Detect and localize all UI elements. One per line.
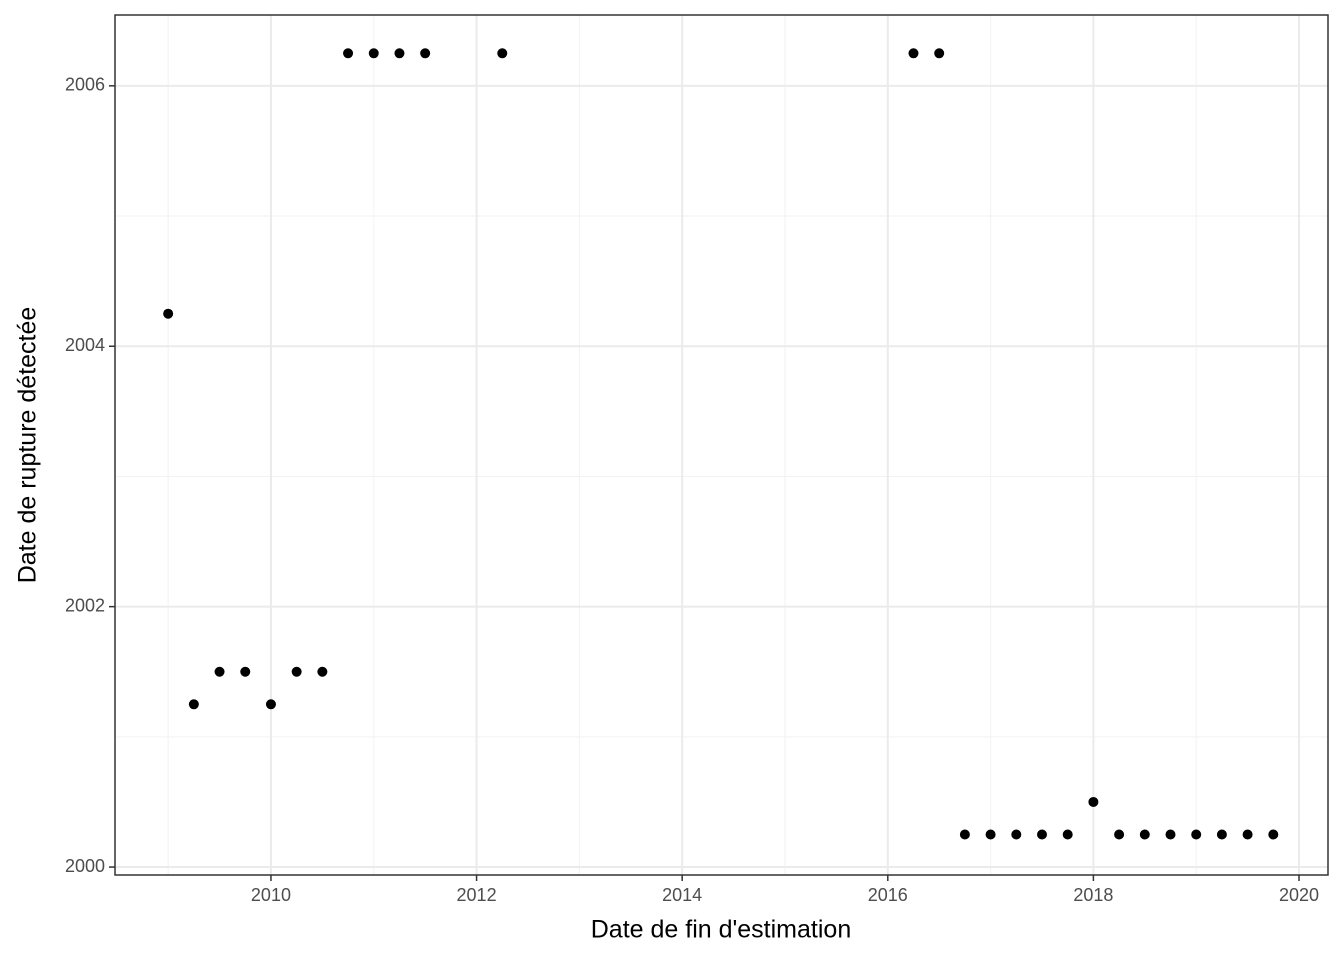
y-tick-label: 2006 (65, 75, 105, 95)
point (1036, 829, 1047, 840)
y-tick-label: 2004 (65, 335, 105, 355)
point (394, 48, 405, 59)
x-tick-label: 2020 (1279, 885, 1319, 905)
point (497, 48, 508, 59)
point (420, 48, 431, 59)
x-tick-label: 2010 (251, 885, 291, 905)
point (1088, 796, 1099, 807)
x-tick-label: 2018 (1073, 885, 1113, 905)
panel-border (114, 14, 1329, 876)
y-tick-label: 2000 (65, 856, 105, 876)
point (265, 699, 276, 710)
point (908, 48, 919, 59)
point (1268, 829, 1279, 840)
point (240, 666, 251, 677)
point (1139, 829, 1150, 840)
x-tick-label: 2014 (662, 885, 702, 905)
x-tick-label: 2016 (868, 885, 908, 905)
point (959, 829, 970, 840)
point (368, 48, 379, 59)
point (1216, 829, 1227, 840)
point (934, 48, 945, 59)
point (985, 829, 996, 840)
point (1011, 829, 1022, 840)
y-axis-title: Date de rupture détectée (14, 307, 42, 584)
y-tick-label: 2002 (65, 595, 105, 615)
point (214, 666, 225, 677)
point (1062, 829, 1073, 840)
point (1242, 829, 1253, 840)
point (163, 308, 174, 319)
point (1191, 829, 1202, 840)
point (291, 666, 302, 677)
point (188, 699, 199, 710)
point (1114, 829, 1125, 840)
x-axis-title: Date de fin d'estimation (591, 916, 851, 944)
point (317, 666, 328, 677)
point (1165, 829, 1176, 840)
x-tick-label: 2012 (457, 885, 497, 905)
point (343, 48, 354, 59)
